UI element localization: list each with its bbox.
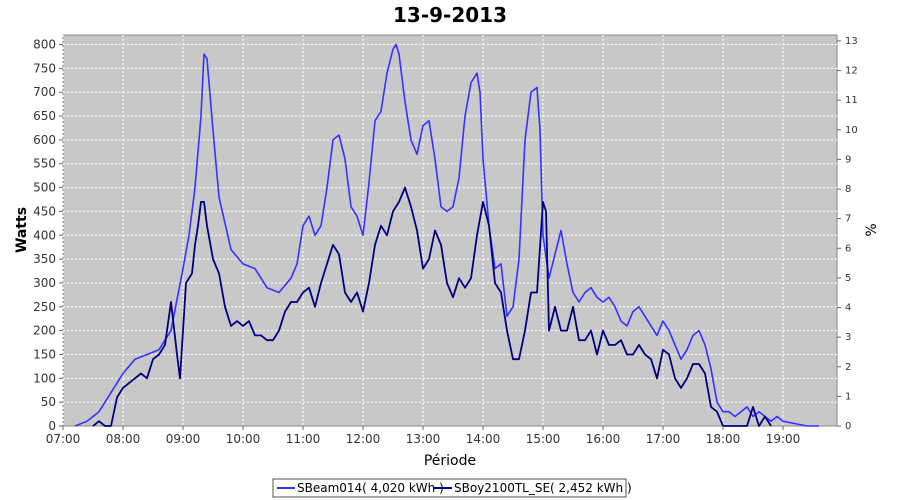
y-right-tick-label: 1: [845, 391, 851, 402]
y-right-tick-label: 3: [845, 332, 851, 343]
y-right-tick-label: 13: [845, 36, 858, 47]
y-axis-right-label: %: [864, 223, 880, 236]
y-tick-label: 750: [33, 61, 56, 75]
x-tick-label: 17:00: [646, 432, 681, 446]
series-line-0: [74, 43, 819, 427]
y-tick-label: 50: [41, 395, 56, 409]
y-right-tick-label: 4: [845, 303, 851, 314]
x-tick-label: 07:00: [46, 432, 81, 446]
y-right-tick-label: 0: [845, 421, 851, 432]
series-line-1: [92, 186, 772, 427]
y-tick-label: 700: [33, 85, 56, 99]
x-tick-label: 09:00: [166, 432, 201, 446]
y-right-tick-label: 10: [845, 125, 858, 136]
legend-label-sbeam014: SBeam014( 4,020 kWh ): [297, 481, 444, 495]
chart-title: 13-9-2013: [393, 3, 507, 27]
y-tick-label: 600: [33, 133, 56, 147]
series-layer: [74, 43, 819, 427]
y-right-tick-label: 9: [845, 154, 851, 165]
y-tick-label: 500: [33, 181, 56, 195]
x-tick-label: 15:00: [526, 432, 561, 446]
y-right-tick-label: 8: [845, 184, 851, 195]
y-tick-label: 150: [33, 347, 56, 361]
plot-area: [62, 34, 838, 427]
y-tick-label: 650: [33, 109, 56, 123]
y-tick-label: 100: [33, 371, 56, 385]
y-tick-label: 250: [33, 300, 56, 314]
y-tick-label: 300: [33, 276, 56, 290]
y-right-tick-label: 7: [845, 214, 851, 225]
y-axis-label: Watts: [14, 207, 30, 253]
x-tick-label: 19:00: [766, 432, 801, 446]
y-tick-label: 800: [33, 38, 56, 52]
x-tick-label: 11:00: [286, 432, 321, 446]
y-right-tick-label: 6: [845, 243, 851, 254]
x-tick-label: 08:00: [106, 432, 141, 446]
y-right-tick-label: 11: [845, 95, 858, 106]
y-axis: 0 50 100 150 200 250 300 350 400 450 500 550 600 650 7…: [33, 38, 63, 433]
y-tick-label: 450: [33, 204, 56, 218]
y-right-tick-label: 2: [845, 362, 851, 373]
grid: [62, 35, 837, 426]
y-right-tick-label: 12: [845, 66, 858, 77]
y-tick-label: 0: [48, 419, 56, 433]
y-right-tick-label: 5: [845, 273, 851, 284]
legend-label-sboy2100tl: SBoy2100TL_SE( 2,452 kWh ): [454, 481, 632, 495]
x-tick-label: 12:00: [346, 432, 381, 446]
x-tick-label: 16:00: [586, 432, 621, 446]
legend: SBeam014( 4,020 kWh ) SBoy2100TL_SE( 2,4…: [272, 478, 632, 498]
x-tick-label: 14:00: [466, 432, 501, 446]
y-tick-label: 400: [33, 228, 56, 242]
y-tick-label: 550: [33, 157, 56, 171]
y-tick-label: 200: [33, 324, 56, 338]
x-axis: 07:00 08:00 09:00 10:00 11:00 12:00 13:00 14:00…: [46, 426, 801, 446]
x-tick-label: 10:00: [226, 432, 261, 446]
x-tick-label: 13:00: [406, 432, 441, 446]
y-tick-label: 350: [33, 252, 56, 266]
x-tick-label: 18:00: [706, 432, 741, 446]
x-axis-label: Période: [424, 453, 476, 469]
